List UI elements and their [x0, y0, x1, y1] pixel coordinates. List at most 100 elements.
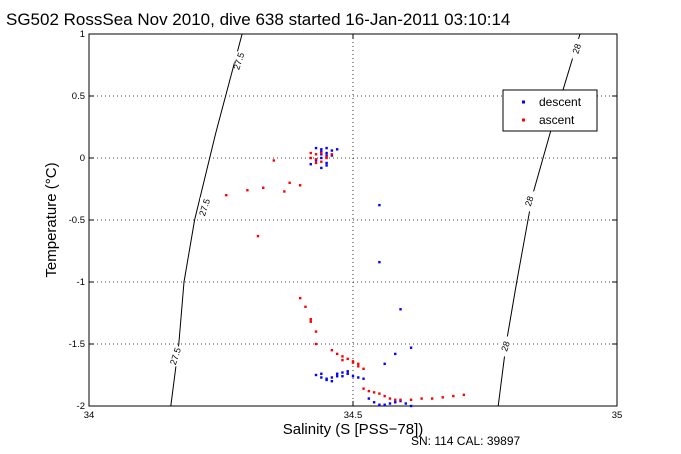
- y-tick-label: -1.5: [69, 339, 85, 350]
- data-point-descent: [367, 397, 371, 400]
- data-point-descent: [314, 373, 318, 377]
- contour-label-bg: [572, 38, 583, 59]
- data-point-descent: [325, 151, 328, 155]
- data-point-ascent: [320, 151, 323, 155]
- data-point-ascent: [394, 398, 397, 401]
- contour-label-bg: [234, 51, 245, 72]
- data-point-ascent: [330, 153, 334, 156]
- data-point-ascent: [299, 184, 302, 187]
- data-point-descent: [320, 376, 323, 379]
- data-point-descent: [320, 148, 323, 151]
- x-tick-label: 34.5: [344, 410, 363, 421]
- data-point-ascent: [388, 397, 392, 400]
- data-point-ascent: [399, 398, 402, 401]
- data-point-descent: [330, 154, 334, 157]
- data-point-ascent: [357, 365, 360, 368]
- data-point-descent: [341, 375, 344, 378]
- footer-serial: SN: 114 CAL: 39897: [411, 434, 521, 448]
- contour-label-bg: [524, 191, 535, 212]
- y-tick-label: -0.5: [69, 215, 85, 226]
- data-point-descent: [399, 399, 402, 403]
- data-point-ascent: [335, 352, 339, 356]
- data-point-descent: [394, 352, 397, 356]
- contour-label: 28: [499, 340, 512, 353]
- contour-label-bg: [200, 197, 211, 218]
- data-point-ascent: [314, 161, 318, 165]
- data-point-descent: [325, 378, 328, 382]
- data-point-ascent: [462, 393, 466, 397]
- data-point-descent: [320, 166, 323, 170]
- data-point-ascent: [441, 396, 444, 399]
- data-point-descent: [404, 402, 407, 405]
- data-point-descent: [383, 403, 386, 406]
- data-point-descent: [357, 376, 360, 379]
- data-point-ascent: [351, 361, 355, 364]
- data-point-descent: [394, 401, 397, 404]
- data-point-descent: [335, 372, 339, 375]
- data-point-descent: [335, 375, 339, 378]
- data-point-descent: [378, 203, 381, 207]
- data-point-ascent: [314, 342, 318, 346]
- contour-label: 28: [571, 42, 584, 55]
- y-tick-label: -2: [77, 401, 85, 412]
- data-point-descent: [330, 380, 334, 383]
- data-point-descent: [378, 403, 381, 406]
- data-point-ascent: [309, 318, 312, 321]
- data-point-ascent: [309, 151, 312, 155]
- data-point-descent: [314, 146, 318, 150]
- data-point-descent: [325, 377, 328, 380]
- chart-title: SG502 RossSea Nov 2010, dive 638 started…: [6, 10, 510, 29]
- data-point-ascent: [309, 156, 312, 160]
- legend-label-descent: descent: [539, 95, 582, 109]
- data-point-ascent: [320, 160, 323, 163]
- data-point-descent: [325, 161, 328, 165]
- data-point-ascent: [272, 159, 275, 162]
- data-point-ascent: [283, 190, 286, 193]
- data-point-ascent: [420, 397, 423, 400]
- data-point-ascent: [431, 397, 434, 400]
- data-point-ascent: [378, 392, 381, 395]
- data-point-ascent: [341, 358, 344, 362]
- data-point-descent: [325, 164, 328, 167]
- data-point-ascent: [367, 389, 371, 393]
- legend-marker-ascent: [522, 118, 525, 122]
- data-point-descent: [320, 150, 323, 153]
- data-point-descent: [341, 371, 344, 374]
- data-point-descent: [325, 146, 328, 150]
- data-point-ascent: [288, 181, 291, 184]
- data-point-descent: [351, 375, 355, 378]
- y-tick-label: 0: [80, 153, 85, 164]
- data-point-descent: [399, 308, 402, 311]
- data-point-ascent: [309, 320, 312, 323]
- data-point-ascent: [225, 194, 228, 197]
- contour-label-bg: [501, 336, 512, 357]
- data-point-ascent: [409, 398, 413, 401]
- data-point-ascent: [351, 360, 355, 363]
- contour-label-bg: [171, 346, 182, 367]
- data-point-ascent: [314, 330, 318, 333]
- data-point-descent: [320, 372, 323, 375]
- data-point-ascent: [452, 394, 455, 398]
- x-tick-label: 35: [612, 410, 623, 421]
- data-point-ascent: [304, 305, 307, 308]
- data-point-ascent: [262, 186, 265, 189]
- data-point-descent: [383, 362, 386, 366]
- data-point-ascent: [314, 158, 318, 161]
- x-axis-label: Salinity (S [PSS−78]): [283, 421, 423, 438]
- contour-label: 28: [523, 195, 536, 208]
- data-point-ascent: [357, 362, 360, 366]
- y-tick-label: -1: [77, 277, 85, 288]
- legend-label-ascent: ascent: [539, 113, 575, 127]
- data-point-ascent: [314, 153, 318, 156]
- data-point-ascent: [362, 387, 365, 390]
- y-tick-label: 0.5: [72, 91, 85, 102]
- data-point-descent: [330, 376, 334, 379]
- data-point-descent: [320, 153, 323, 156]
- data-point-descent: [330, 149, 334, 152]
- data-point-descent: [372, 401, 376, 404]
- data-point-ascent: [346, 357, 349, 361]
- data-point-descent: [335, 148, 339, 151]
- data-point-ascent: [383, 394, 386, 398]
- data-point-descent: [309, 163, 312, 166]
